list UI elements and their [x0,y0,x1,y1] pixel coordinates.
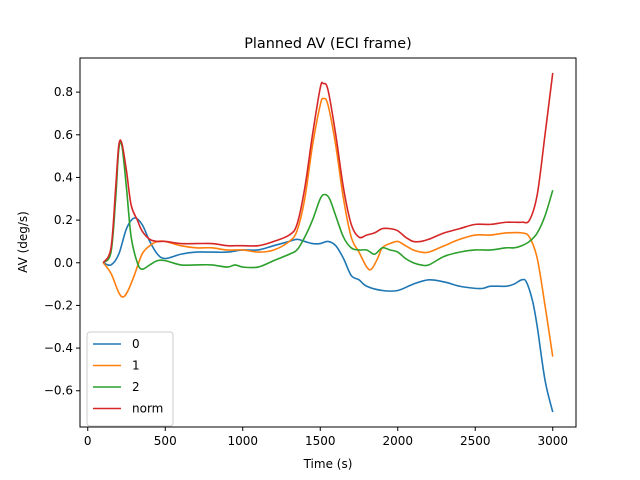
legend: 0 1 2 norm [86,331,174,427]
series-line-2 [102,140,554,270]
y-tick-label: −0.4 [44,341,73,355]
plot-frame [79,57,577,428]
legend-box [86,331,174,427]
y-tick-label: −0.6 [44,384,73,398]
legend-label-2: 2 [132,380,140,394]
series-line-0 [102,217,554,413]
y-tick-label: −0.2 [44,298,73,312]
x-tick-label: 1500 [305,434,336,448]
legend-label-0: 0 [132,337,140,351]
legend-label-1: 1 [132,359,140,373]
x-tick-label: 0 [84,434,92,448]
y-tick-label: 0.8 [54,85,73,99]
y-tick-label: 0.2 [54,213,73,227]
x-axis: 0 500 1000 1500 2000 2500 3000 [84,427,568,448]
y-tick-label: 0.4 [54,170,73,184]
series-line-3 [102,72,554,264]
y-tick-label: 0.0 [54,256,73,270]
y-tick-label: 0.6 [54,128,73,142]
x-tick-label: 1000 [227,434,258,448]
x-tick-label: 2000 [382,434,413,448]
chart-title: Planned AV (ECI frame) [244,36,412,52]
y-axis: −0.6 −0.4 −0.2 0.0 0.2 0.4 0.6 0.8 [44,85,80,398]
x-axis-title: Time (s) [303,457,353,471]
x-tick-label: 3000 [537,434,568,448]
y-axis-title: AV (deg/s) [16,211,30,273]
legend-label-3: norm [132,402,163,416]
plot-lines [102,72,554,413]
x-tick-label: 2500 [460,434,491,448]
x-tick-label: 500 [154,434,177,448]
